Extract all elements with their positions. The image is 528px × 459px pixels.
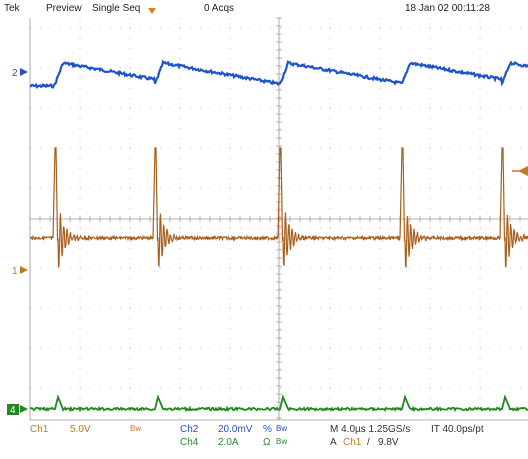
- acquisition-mode: Single Seq: [92, 3, 141, 14]
- ch1-bandwidth: Bw: [130, 424, 142, 433]
- ch1-marker-label: 1: [12, 266, 18, 277]
- ch2-label: Ch2: [180, 424, 199, 435]
- ch2-marker-label: 2: [12, 68, 18, 79]
- trigger-source-prefix: A: [330, 437, 337, 448]
- ch4-label: Ch4: [180, 437, 199, 448]
- ch1-waveform: [29, 147, 528, 269]
- date-time: 18 Jan 02 00:11:28: [405, 3, 490, 14]
- ch2-scale: 20.0mV: [218, 424, 253, 435]
- ch2-bandwidth: Bw: [276, 424, 288, 433]
- status-bar: Tek Preview Single Seq 0 Acqs 18 Jan 02 …: [0, 0, 528, 18]
- ch1-ground-marker: 1: [12, 266, 28, 277]
- trigger-level-marker: [512, 166, 528, 176]
- ch4-coupling: Ω: [263, 437, 271, 448]
- ch1-scale: 5.0V: [70, 424, 91, 435]
- preview-status: Preview: [46, 3, 82, 14]
- trigger-source: Ch1: [343, 437, 362, 448]
- ch2-coupling: %: [263, 424, 272, 435]
- ch4-bandwidth: Bw: [276, 437, 288, 446]
- ch2-ground-marker: 2: [12, 68, 28, 79]
- trigger-position-marker: [148, 8, 156, 14]
- brand-label: Tek: [4, 3, 20, 14]
- ch4-ground-marker: 4: [7, 404, 28, 416]
- interpolation-readout: IT 40.0ps/pt: [431, 424, 484, 435]
- trigger-slope: /: [367, 437, 370, 448]
- ch4-waveform: [29, 394, 528, 413]
- waveform-traces: [29, 59, 528, 413]
- readout-panel: Ch1 5.0V Bw Ch2 20.0mV % Bw Ch4 2.0A Ω B…: [0, 421, 528, 459]
- ch1-label: Ch1: [30, 424, 49, 435]
- trigger-level: 9.8V: [378, 437, 399, 448]
- ch2-waveform: [29, 59, 528, 89]
- timebase-readout: M 4.0µs 1.25GS/s: [330, 424, 411, 435]
- ch4-marker-label: 4: [10, 405, 16, 416]
- acquisition-count: 0 Acqs: [204, 3, 235, 14]
- ch4-scale: 2.0A: [218, 437, 239, 448]
